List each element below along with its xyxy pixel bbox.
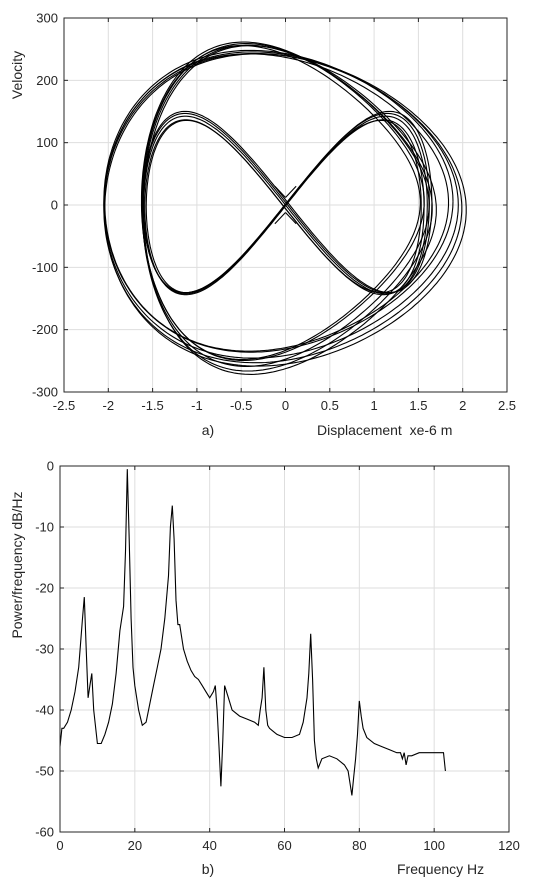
phase-plot-loop [143,115,428,295]
psd-plot-y-tick-label: -60 [35,825,54,840]
phase-plot-x-tick-label: -1 [191,398,203,413]
psd-plot-panel: 0 20 40 60 80 100 120 0 -10 -20 -30 -40 -50 -60 Power… [9,459,520,878]
phase-plot-cusp [274,212,286,225]
phase-plot-x-tick-label: -0.5 [230,398,252,413]
phase-plot-trajectory [103,41,467,375]
phase-plot-loop [142,110,433,294]
phase-plot-x-tick-label: 0.5 [321,398,339,413]
psd-plot-line [59,469,446,796]
phase-plot-x-tick-label: 2.5 [498,398,516,413]
psd-plot-y-tick-label: -10 [35,520,54,535]
phase-plot-y-tick-label: 100 [36,135,58,150]
phase-plot-x-tick-label: 2 [459,398,466,413]
phase-plot-subplot-label: a) [202,422,214,438]
phase-plot-x-tick-label: -2.5 [53,398,75,413]
psd-plot-y-tick-label: -50 [35,764,54,779]
phase-plot-y-tick-label: 300 [36,11,58,26]
psd-plot-ticks: 0 20 40 60 80 100 120 0 -10 -20 -30 -40 -50 -60 [35,459,520,854]
psd-plot-x-tick-label: 20 [128,838,142,853]
psd-plot-x-tick-label: 60 [277,838,291,853]
phase-plot-cusp [285,212,297,225]
psd-plot-y-tick-label: -30 [35,642,54,657]
phase-plot-x-tick-label: -1.5 [141,398,163,413]
psd-plot-grid [59,465,510,833]
phase-plot-y-label: Velocity [9,51,25,99]
phase-plot-loop [141,44,421,361]
phase-plot-loop [103,49,454,353]
psd-series-line [59,469,446,796]
phase-plot-x-label: Displacement xe-6 m [317,422,452,438]
psd-plot-x-tick-label: 40 [202,838,216,853]
psd-plot-y-tick-label: -40 [35,703,54,718]
psd-plot-x-tick-label: 0 [56,838,63,853]
phase-plot-y-tick-label: -100 [32,260,58,275]
phase-plot-y-tick-label: 0 [51,198,58,213]
phase-plot-x-tick-label: -2 [103,398,115,413]
psd-plot-y-tick-label: 0 [47,459,54,474]
phase-plot-y-tick-label: -300 [32,385,58,400]
psd-plot-x-tick-label: 100 [423,838,445,853]
psd-plot-x-tick-label: 80 [352,838,366,853]
psd-plot-subplot-label: b) [202,861,214,877]
phase-plot-y-tick-label: 200 [36,73,58,88]
psd-plot-y-tick-label: -20 [35,581,54,596]
phase-plot-x-tick-label: 0 [282,398,289,413]
phase-plot-ticks: -2.5 -2 -1.5 -1 -0.5 0 0.5 1 1.5 2 2.5 300 200 100 0 -1… [32,11,516,414]
phase-plot-panel: -2.5 -2 -1.5 -1 -0.5 0 0.5 1 1.5 2 2.5 300 200 100 0 -1… [9,11,516,439]
phase-plot-cusp [274,185,286,198]
psd-plot-x-tick-label: 120 [498,838,520,853]
phase-plot-y-tick-label: -200 [32,322,58,337]
psd-plot-y-label: Power/frequency dB/Hz [9,491,25,638]
phase-plot-loop [145,119,422,294]
phase-plot-x-tick-label: 1 [370,398,377,413]
phase-plot-x-tick-label: 1.5 [409,398,427,413]
psd-plot-x-label: Frequency Hz [397,861,484,877]
phase-plot-cusp [285,185,297,198]
